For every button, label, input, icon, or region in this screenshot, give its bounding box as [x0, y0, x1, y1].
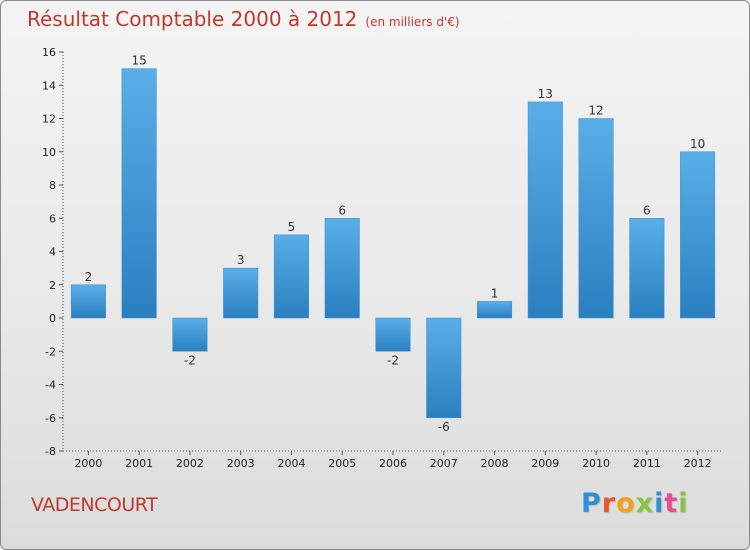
bar-2008: [477, 301, 513, 319]
y-tick-label: 12: [42, 113, 56, 126]
data-label-2003: 3: [237, 253, 245, 267]
y-tick-label: 10: [42, 146, 56, 159]
y-tick-label: 0: [49, 312, 56, 325]
bar-2005: [324, 218, 360, 319]
logo-letter: t: [664, 488, 679, 519]
chart-subtitle: (en milliers d'€): [365, 15, 460, 29]
data-label-2001: 15: [132, 54, 147, 68]
commune-name: VADENCOURT: [31, 494, 158, 516]
bar-2012: [680, 151, 716, 319]
bar-2006: [375, 317, 411, 352]
chart-title: Résultat Comptable 2000 à 2012 (en millie…: [27, 7, 460, 31]
data-label-2006: -2: [387, 353, 399, 367]
y-tick-label: -2: [45, 345, 56, 358]
y-tick-label: -6: [45, 412, 56, 425]
data-label-2000: 2: [85, 270, 93, 284]
data-label-2004: 5: [288, 220, 296, 234]
data-label-2012: 10: [690, 137, 705, 151]
y-tick-label: 8: [49, 179, 56, 192]
bar-2004: [273, 234, 309, 319]
x-tick-label-2002: 2002: [176, 457, 204, 470]
bar-2002: [172, 317, 208, 352]
bars: 2 15 -2 3 5 6 -2 -6 1 13 12 6 10: [70, 54, 716, 434]
data-label-2002: -2: [184, 353, 196, 367]
x-tick-label-2004: 2004: [277, 457, 305, 470]
x-tick-label-2011: 2011: [633, 457, 661, 470]
bar-2000: [70, 284, 106, 319]
x-tick-label-2001: 2001: [125, 457, 153, 470]
y-tick-label: -4: [45, 379, 56, 392]
bar-2011: [629, 218, 665, 319]
x-tick-label-2012: 2012: [684, 457, 712, 470]
bar-2007: [426, 317, 462, 418]
logo-letter: r: [601, 488, 617, 519]
data-label-2005: 6: [338, 203, 346, 217]
x-tick-label-2005: 2005: [328, 457, 356, 470]
bar-2009: [527, 101, 563, 319]
data-label-2007: -6: [438, 420, 450, 434]
data-label-2010: 12: [588, 104, 603, 118]
logo-letter: x: [635, 488, 655, 519]
x-tick-label-2000: 2000: [74, 457, 102, 470]
data-label-2008: 1: [491, 286, 499, 300]
title-text: Résultat Comptable 2000 à 2012: [27, 7, 358, 31]
data-label-2009: 13: [538, 87, 553, 101]
y-tick-label: 4: [49, 246, 56, 259]
logo-letter: i: [654, 488, 665, 519]
y-tick-label: 14: [42, 79, 56, 92]
x-tick-label-2010: 2010: [582, 457, 610, 470]
logo-letter: i: [678, 488, 689, 519]
x-tick-label-2007: 2007: [430, 457, 458, 470]
x-tick-label-2008: 2008: [481, 457, 509, 470]
bar-2010: [578, 118, 614, 319]
data-label-2011: 6: [643, 203, 651, 217]
proxiti-logo: Proxiti: [581, 488, 689, 519]
bar-2001: [121, 68, 157, 319]
y-tick-label: 2: [49, 279, 56, 292]
logo-letter: o: [616, 488, 636, 519]
x-tick-label-2003: 2003: [227, 457, 255, 470]
logo-letter: P: [581, 488, 602, 519]
x-tick-label-2006: 2006: [379, 457, 407, 470]
y-tick-label: 6: [49, 212, 56, 225]
y-tick-label: -8: [45, 445, 56, 458]
bar-2003: [223, 267, 259, 319]
y-tick-label: 16: [42, 46, 56, 59]
x-tick-label-2009: 2009: [531, 457, 559, 470]
